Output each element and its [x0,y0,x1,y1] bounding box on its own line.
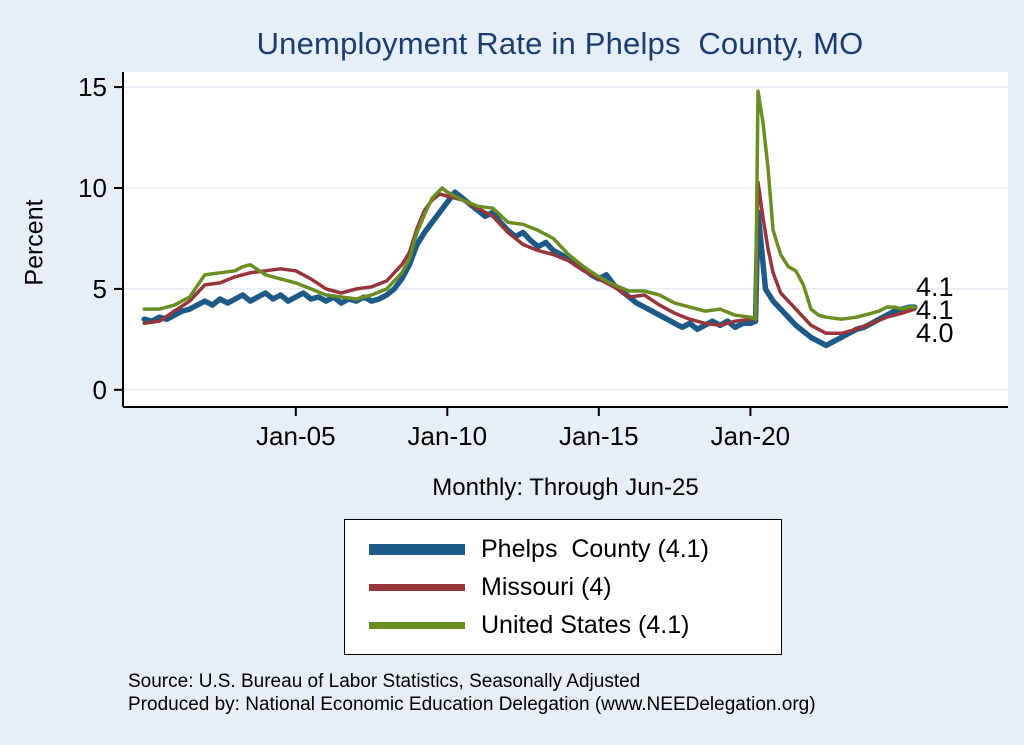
legend-label-missouri: Missouri (4) [481,572,612,601]
x-tick-label: Jan-10 [408,421,488,451]
legend-swatch-missouri [369,583,465,591]
chart-title: Unemployment Rate in Phelps County, MO [256,26,864,61]
legend-swatch-phelps-county [369,543,465,555]
end-label-phelps-county: 4.1 [916,272,954,302]
legend-label-united-states: United States (4.1) [481,610,690,639]
plot-background [123,72,1008,407]
x-tick-label: Jan-20 [711,421,791,451]
legend-label-phelps-county: Phelps County (4.1) [481,534,709,563]
series-line-united-states [142,89,917,321]
legend: Phelps County (4.1) Missouri (4) United … [344,519,782,655]
source-note: Source: U.S. Bureau of Labor Statistics,… [128,671,641,692]
series-line-missouri [142,180,917,336]
y-tick-label: 0 [93,375,107,405]
legend-item-united-states: United States (4.1) [369,608,781,642]
producer-note: Produced by: National Economic Education… [128,694,816,715]
x-tick-label: Jan-05 [256,421,336,451]
y-tick-label: 5 [93,274,107,304]
legend-item-phelps-county: Phelps County (4.1) [369,532,781,566]
end-label-united-states: 4.1 [916,295,954,325]
x-tick-label: Jan-15 [559,421,639,451]
legend-swatch-united-states [369,621,465,629]
chart-subtitle: Monthly: Through Jun-25 [432,474,699,501]
series-line-phelps-county [141,189,918,349]
end-label-missouri: 4.0 [916,318,954,348]
source-notes: Source: U.S. Bureau of Labor Statistics,… [128,670,816,716]
legend-item-missouri: Missouri (4) [369,570,781,604]
y-tick-label: 10 [78,173,107,203]
y-tick-label: 15 [78,72,107,102]
plot-area: 0 5 10 15 Jan-05 Jan-10 Jan-15 Jan-20 [78,72,1008,451]
